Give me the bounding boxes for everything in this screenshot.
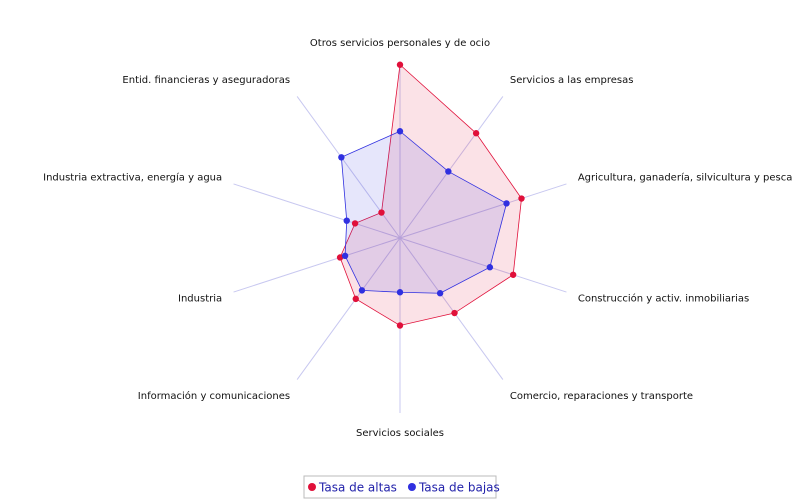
data-point — [396, 289, 404, 296]
data-point — [358, 287, 366, 294]
axis-label: Industria — [178, 293, 222, 304]
axis-line — [233, 183, 401, 239]
axis-label: Comercio, reparaciones y transporte — [510, 391, 693, 402]
axis-label: Construcción y activ. inmobiliarias — [578, 292, 749, 304]
axis-line — [296, 237, 401, 380]
axis-label: Entid. financieras y aseguradoras — [122, 75, 290, 86]
data-point — [396, 128, 404, 135]
data-point — [436, 290, 444, 297]
axis-label: Agricultura, ganadería, silvicultura y p… — [578, 172, 793, 184]
data-point — [343, 217, 350, 224]
axis-label: Información y comunicaciones — [138, 390, 290, 402]
data-point — [396, 61, 404, 68]
legend-label: Tasa de altas — [318, 481, 397, 495]
data-point — [352, 295, 359, 303]
axis-line — [399, 183, 567, 239]
axis-line — [399, 237, 504, 380]
data-point — [338, 154, 345, 161]
data-point — [486, 264, 494, 271]
legend-marker — [308, 483, 316, 491]
legend-box — [303, 475, 497, 499]
data-point — [396, 322, 404, 329]
axis-label: Otros servicios personales y de ocio — [310, 38, 490, 49]
data-point — [351, 220, 359, 227]
axis-line — [233, 237, 401, 293]
data-point — [472, 130, 480, 137]
axis-line — [399, 237, 567, 293]
axis-label: Servicios a las empresas — [510, 75, 634, 86]
data-point — [518, 195, 525, 202]
data-point — [503, 200, 510, 207]
data-point — [378, 209, 385, 216]
data-point — [445, 168, 452, 175]
legend-marker — [407, 483, 416, 491]
data-point — [341, 252, 349, 260]
data-point — [509, 271, 517, 278]
axis-line — [399, 96, 504, 239]
data-point — [451, 309, 458, 317]
axis-label: Servicios sociales — [356, 428, 444, 439]
axis-label: Industria extractiva, energía y agua — [43, 172, 222, 184]
legend-label: Tasa de bajas — [418, 481, 500, 495]
data-point — [336, 254, 344, 261]
